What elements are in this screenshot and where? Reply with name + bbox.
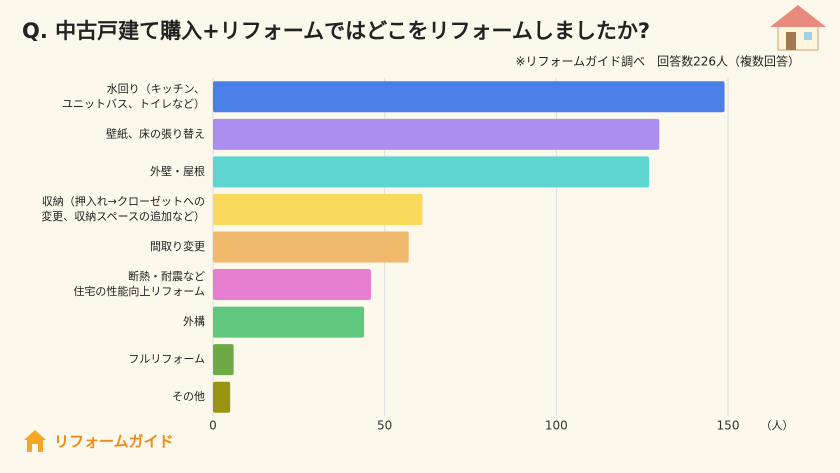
label-line: 収納（押入れ→クローゼットへの <box>42 194 205 208</box>
label-line: 間取り変更 <box>150 239 205 253</box>
x-tick-label: 50 <box>377 419 392 433</box>
y-tick-label: 外構 <box>183 315 205 328</box>
label-line: 壁紙、床の張り替え <box>106 126 205 140</box>
x-tick-label: 150 <box>717 419 740 433</box>
y-tick-label: 外壁・屋根 <box>150 164 205 178</box>
bar <box>213 193 423 225</box>
chart-title: Q. 中古戸建て購入+リフォームではどこをリフォームしましたか? <box>22 19 650 43</box>
y-tick-label: 収納（押入れ→クローゼットへの変更、収納スペースの追加など） <box>41 194 205 223</box>
x-tick-label: 0 <box>209 419 217 433</box>
bar <box>213 81 725 113</box>
label-line: 水回り（キッチン、 <box>107 82 205 95</box>
bar <box>213 381 231 413</box>
label-line: 断熱・耐震など <box>128 269 205 283</box>
y-tick-label: 壁紙、床の張り替え <box>106 126 205 140</box>
y-tick-label: 断熱・耐震など住宅の性能向上リフォーム <box>73 269 205 298</box>
label-line: 変更、収納スペースの追加など） <box>41 209 205 223</box>
bar <box>213 306 365 338</box>
bar <box>213 269 371 301</box>
label-line: 外構 <box>183 315 205 328</box>
label-line: ユニットバス、トイレなど） <box>62 97 205 110</box>
bar <box>213 344 234 376</box>
label-line: 住宅の性能向上リフォーム <box>73 284 205 298</box>
unit-label: （人） <box>761 419 794 432</box>
label-line: その他 <box>172 390 205 403</box>
label-line: 外壁・屋根 <box>150 164 205 178</box>
logo-text: リフォームガイド <box>54 433 174 451</box>
y-tick-label: その他 <box>172 390 205 403</box>
house-icon <box>770 5 826 51</box>
x-tick-label: 100 <box>545 419 568 433</box>
bar <box>213 156 650 188</box>
bar <box>213 231 409 263</box>
label-line: フルリフォーム <box>128 353 205 366</box>
y-tick-label: 水回り（キッチン、ユニットバス、トイレなど） <box>62 82 205 110</box>
logo-icon <box>24 430 46 452</box>
y-tick-label: 間取り変更 <box>150 239 205 253</box>
bar <box>213 118 660 150</box>
y-tick-label: フルリフォーム <box>128 353 205 366</box>
chart-subtitle: ※リフォームガイド調べ 回答数226人（複数回答） <box>515 54 800 69</box>
